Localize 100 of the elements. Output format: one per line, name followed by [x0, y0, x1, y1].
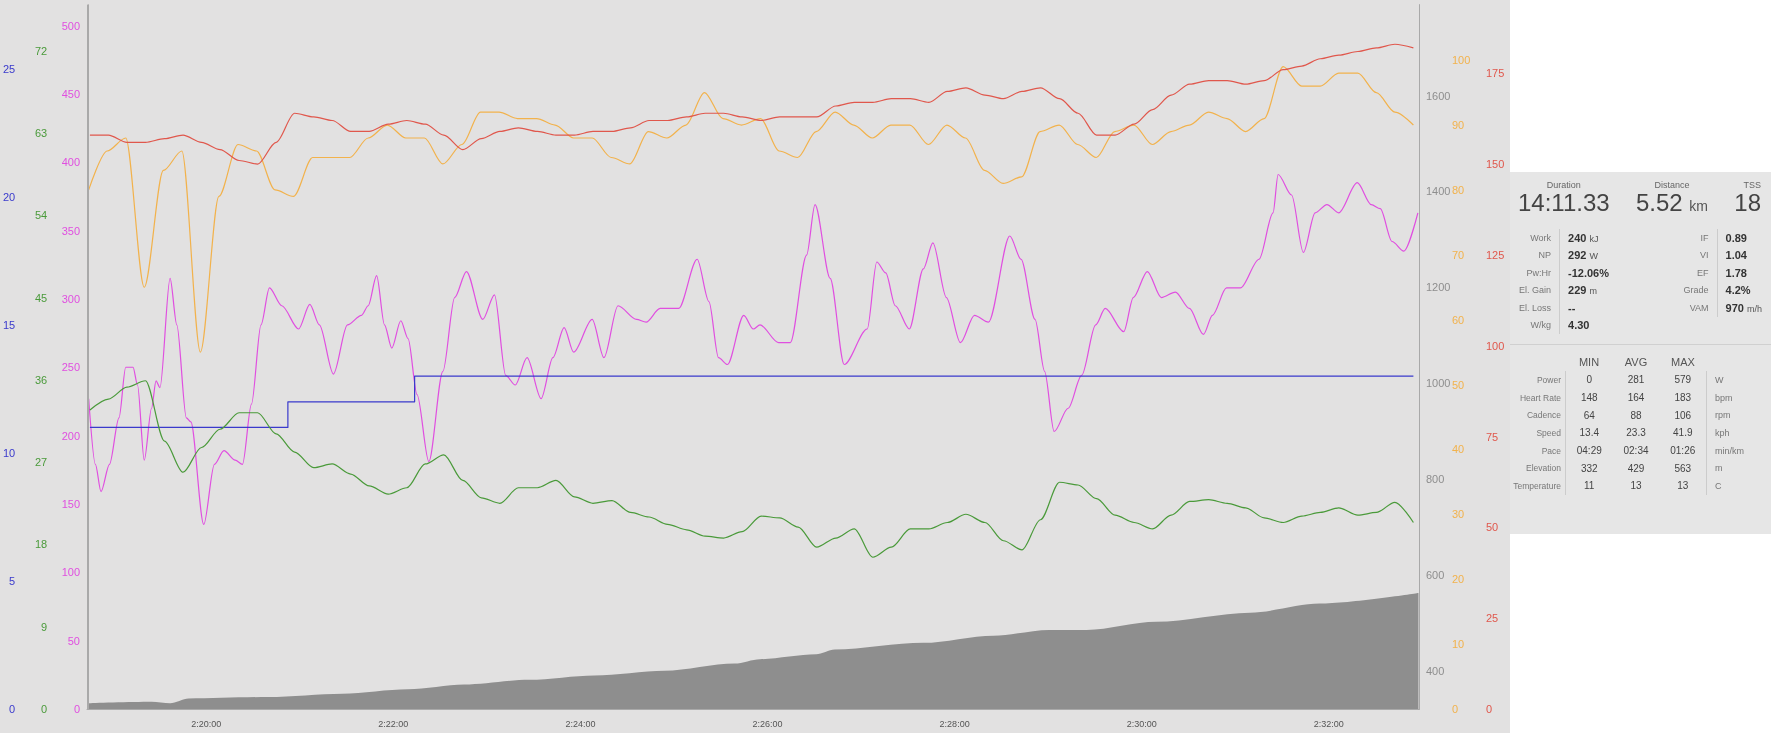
y-tick-label: 9 [41, 620, 48, 633]
y-tick-label: 500 [61, 19, 80, 32]
x-tick-label: 2:32:00 [1313, 718, 1344, 729]
text: 292 W [1568, 249, 1598, 262]
category-label: Temperature [1513, 480, 1561, 491]
y3-tick-label: 15 [2, 319, 16, 331]
y-tick-label: 50 [67, 634, 80, 647]
text: 429 [1627, 462, 1645, 474]
y3-tick-label: 10 [1452, 638, 1465, 651]
text: 18 [1734, 189, 1761, 216]
y-tick-label: 250 [61, 361, 80, 374]
text: 4.2% [1725, 284, 1751, 297]
y2-tick-label: 175 [1486, 67, 1505, 80]
y3-tick-label: 0 [9, 703, 16, 715]
text: 183 [1674, 392, 1692, 404]
y3-tick-label: 40 [1452, 443, 1465, 456]
text: -- [1568, 301, 1576, 314]
category-label: MAX [1670, 355, 1696, 370]
text: 41.9 [1673, 427, 1693, 439]
category-label: rpm [1715, 410, 1731, 421]
category-label: min/km [1715, 445, 1744, 456]
y-tick-label: 63 [34, 127, 48, 139]
text: 106 [1674, 409, 1692, 421]
text: 13 [1677, 480, 1689, 492]
text: 1.78 [1725, 266, 1747, 279]
text: 579 [1674, 374, 1692, 386]
y-tick-label: 27 [34, 456, 48, 469]
text: 13 [1630, 480, 1642, 492]
y2-tick-label: 100 [1486, 339, 1505, 352]
text: 1.04 [1725, 249, 1747, 262]
text: 0.89 [1725, 231, 1747, 244]
text: 563 [1674, 462, 1692, 474]
text: 02:34 [1623, 445, 1649, 457]
y3-tick-label: 50 [1452, 378, 1465, 391]
category-label: Power [1536, 374, 1561, 385]
text: VI [1682, 246, 1718, 264]
y-tick-label: 100 [61, 566, 80, 579]
x-tick-label: 2:28:00 [939, 718, 970, 729]
y2-tick-label: 125 [1486, 248, 1505, 261]
y2-tick-label: 1000 [1426, 377, 1451, 390]
text: 281 [1627, 374, 1645, 386]
x-tick-label: 2:30:00 [1126, 718, 1157, 729]
y2-tick-label: 75 [1486, 430, 1499, 443]
y3-tick-label: 30 [1452, 508, 1465, 521]
category-label: kph [1715, 427, 1730, 438]
text: Distance [1653, 180, 1691, 190]
y-tick-label: 300 [61, 292, 80, 305]
text: W/kg [1518, 316, 1560, 334]
text: 240 kJ [1568, 231, 1599, 244]
y3-tick-label: 5 [9, 575, 16, 587]
y2-tick-label: 600 [1426, 568, 1445, 581]
y-tick-label: 150 [61, 497, 80, 510]
y2-tick-label: 150 [1486, 158, 1505, 171]
text: 0 [1586, 374, 1593, 386]
text: 13.4 [1579, 427, 1599, 439]
y-tick-label: 18 [34, 538, 48, 551]
y3-tick-label: 20 [2, 191, 16, 203]
x-tick-label: 2:26:00 [752, 718, 783, 729]
text: 148 [1580, 392, 1598, 404]
y-tick-label: 200 [61, 429, 80, 442]
category-label: Heart Rate [1519, 392, 1561, 403]
y3-tick-label: 25 [2, 63, 16, 75]
category-label: m [1715, 463, 1723, 474]
y2-tick-label: 50 [1486, 521, 1499, 534]
y-tick-label: 450 [61, 87, 80, 100]
y-tick-label: 54 [34, 209, 48, 222]
text: 14:11.33 [1518, 189, 1610, 216]
y3-tick-label: 10 [2, 447, 16, 459]
text: 229 m [1568, 284, 1597, 297]
y2-tick-label: 400 [1426, 664, 1445, 677]
y-tick-label: 36 [34, 373, 48, 386]
category-label: W [1715, 374, 1724, 385]
category-label: MIN [1577, 355, 1601, 370]
text: 332 [1580, 462, 1598, 474]
y-tick-label: 0 [73, 703, 80, 715]
y-tick-label: 0 [41, 703, 48, 715]
text: Pw:Hr [1518, 264, 1560, 282]
text: 5.52 km [1635, 189, 1708, 216]
text: Duration [1545, 180, 1582, 190]
text: Grade [1682, 281, 1718, 299]
y-tick-label: 400 [61, 156, 80, 169]
y3-tick-label: 80 [1452, 183, 1465, 196]
y3-tick-label: 100 [1452, 54, 1471, 67]
y3-tick-label: 60 [1452, 313, 1465, 326]
text: 164 [1627, 392, 1645, 404]
y3-tick-label: 0 [1452, 703, 1459, 715]
y2-tick-label: 1200 [1426, 281, 1451, 294]
text: 23.3 [1626, 427, 1646, 439]
category-label: Cadence [1526, 410, 1561, 421]
y2-tick-label: 25 [1486, 612, 1499, 625]
text: 04:29 [1576, 445, 1602, 457]
text: El. Loss [1518, 299, 1560, 317]
text: 01:26 [1670, 445, 1696, 457]
x-tick-label: 2:22:00 [378, 718, 409, 729]
category-label: Elevation [1526, 463, 1561, 474]
text: 88 [1630, 409, 1642, 421]
text: TSS [1742, 180, 1761, 190]
text: El. Gain [1518, 281, 1560, 299]
category-label: AVG [1623, 355, 1649, 370]
x-tick-label: 2:24:00 [565, 718, 596, 729]
